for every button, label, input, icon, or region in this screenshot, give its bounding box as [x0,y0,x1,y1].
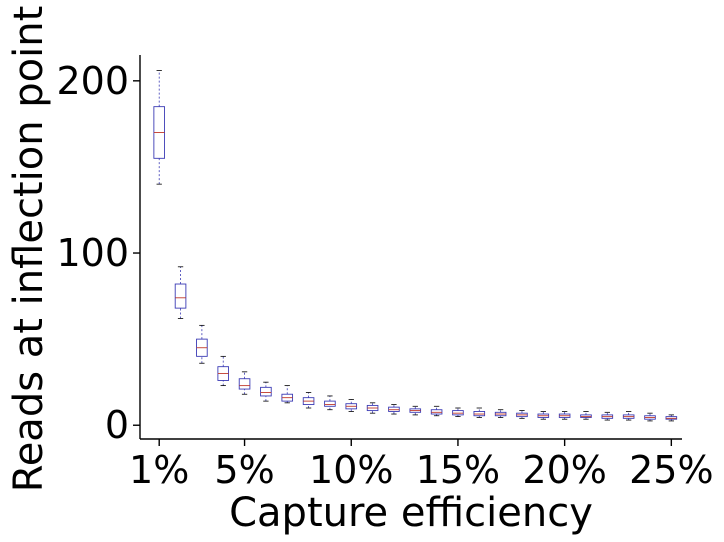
x-tick-label: 5% [214,448,274,492]
box-6 [260,381,272,402]
box-7 [281,385,294,404]
box-2 [174,266,187,319]
box-iqr [260,386,272,397]
box-14 [430,405,443,417]
x-axis-label: Capture efficiency [229,490,593,536]
box-iqr [238,378,251,390]
box-21 [580,411,592,420]
box-11 [366,402,379,414]
box-15 [452,407,464,418]
x-tick-label: 1% [129,448,189,492]
box-13 [409,405,422,416]
box-16 [473,407,486,418]
box-17 [494,409,507,418]
box-18 [516,410,528,419]
box-24 [644,412,656,422]
y-axis-label: Reads at inflection point [6,6,52,493]
box-1 [153,70,165,185]
box-20 [558,411,571,420]
box-22 [601,411,614,421]
box-19 [537,411,550,420]
box-10 [345,398,358,412]
x-tick-label: 15% [416,448,500,492]
plot-area [153,70,678,422]
y-tick-label: 0 [105,403,129,447]
box-12 [388,404,400,415]
box-8 [302,392,315,409]
y-tick-label: 100 [56,231,129,275]
box-iqr [174,283,187,309]
box-3 [196,324,208,364]
box-iqr [324,400,336,407]
x-tick-label: 10% [309,448,393,492]
y-axis-ticks: 0 100 200 [56,59,140,447]
box-5 [238,371,251,395]
x-axis-ticks: 1% 5% 10% 15% 20% 25% [129,439,714,492]
x-tick-label: 20% [522,448,606,492]
y-tick-label: 200 [56,59,129,103]
x-tick-label: 25% [629,448,713,492]
box-9 [324,395,336,411]
box-4 [217,355,230,387]
box-25 [665,414,678,422]
box-23 [622,411,635,421]
